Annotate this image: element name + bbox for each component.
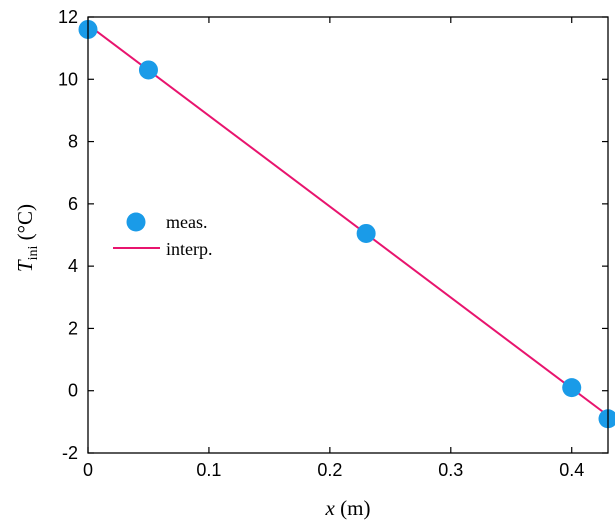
x-axis-var: x [325,496,336,520]
data-point-meas [598,409,615,429]
y-tick-label: 2 [68,318,78,338]
y-tick-label: 6 [68,194,78,214]
y-tick-label: -2 [62,443,78,463]
y-tick-label: 8 [68,132,78,152]
y-tick-label: 0 [68,381,78,401]
data-point-meas [562,378,582,398]
x-axis-title: x (m) [325,496,371,520]
plot-frame [87,16,609,454]
legend-label-interp: interp. [166,239,213,259]
y-axis-var: T [13,259,37,272]
y-tick-label: 10 [58,69,78,89]
legend: meas. interp. [113,212,213,259]
x-axis-unit: (m) [335,496,371,520]
y-axis-sub: ini [26,245,41,260]
x-tick-label: 0.1 [196,460,221,480]
y-axis-unit: (°C) [13,204,37,246]
legend-label-meas: meas. [166,212,207,232]
y-tick-label: 12 [58,7,78,27]
data-point-meas [138,60,158,80]
x-tick-label: 0.4 [559,460,584,480]
y-axis-title: Tini (°C) [13,204,41,272]
x-tick-label: 0.2 [317,460,342,480]
x-tick-label: 0.3 [438,460,463,480]
data-layer [78,19,615,429]
y-tick-label: 4 [68,256,78,276]
legend-marker-meas [126,212,146,232]
series-line-interp [87,23,609,417]
x-tick-label: 0 [83,460,93,480]
data-point-meas [356,223,376,243]
